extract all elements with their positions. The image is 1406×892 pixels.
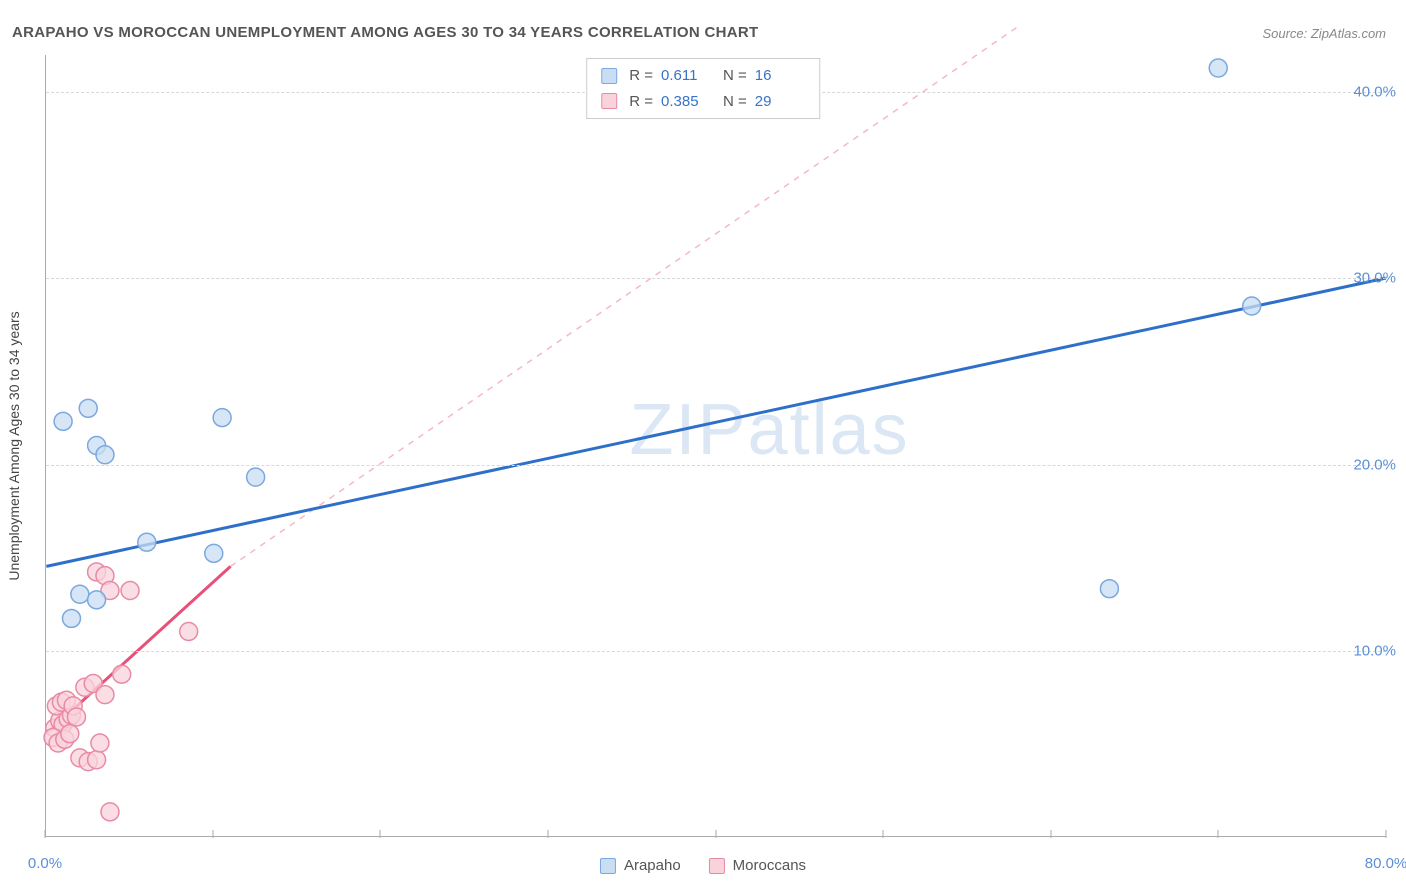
x-tick <box>380 830 381 838</box>
data-point <box>79 399 97 417</box>
y-tick-label: 20.0% <box>1353 456 1396 473</box>
x-tick-label: 0.0% <box>28 855 62 872</box>
chart-svg <box>46 55 1386 836</box>
data-point <box>1100 580 1118 598</box>
y-tick-label: 30.0% <box>1353 270 1396 287</box>
r-value: 0.385 <box>661 89 711 115</box>
trend-line <box>46 278 1385 566</box>
data-point <box>213 409 231 427</box>
legend-correlation: R = 0.611 N = 16 R = 0.385 N = 29 <box>586 58 820 119</box>
data-point <box>96 686 114 704</box>
data-point <box>88 591 106 609</box>
x-tick <box>547 830 548 838</box>
chart-title: ARAPAHO VS MOROCCAN UNEMPLOYMENT AMONG A… <box>12 24 758 41</box>
data-point <box>88 751 106 769</box>
legend-row: R = 0.385 N = 29 <box>601 89 805 115</box>
data-point <box>121 582 139 600</box>
data-point <box>54 412 72 430</box>
data-point <box>1243 297 1261 315</box>
r-value: 0.611 <box>661 63 711 89</box>
legend-label: Arapaho <box>624 857 681 874</box>
y-tick-label: 40.0% <box>1353 84 1396 101</box>
data-point <box>180 622 198 640</box>
data-point <box>61 725 79 743</box>
x-tick <box>715 830 716 838</box>
n-value: 29 <box>755 89 805 115</box>
r-label: R = <box>629 63 653 89</box>
data-point <box>247 468 265 486</box>
legend-row: R = 0.611 N = 16 <box>601 63 805 89</box>
data-point <box>205 544 223 562</box>
legend-series: Arapaho Moroccans <box>600 857 806 874</box>
legend-swatch-icon <box>601 68 617 84</box>
data-point <box>91 734 109 752</box>
data-point <box>68 708 86 726</box>
legend-swatch-icon <box>601 93 617 109</box>
x-tick <box>1050 830 1051 838</box>
legend-swatch-icon <box>600 858 616 874</box>
gridline <box>46 465 1386 466</box>
y-tick-label: 10.0% <box>1353 642 1396 659</box>
x-tick <box>1386 830 1387 838</box>
legend-label: Moroccans <box>733 857 806 874</box>
n-value: 16 <box>755 63 805 89</box>
legend-swatch-icon <box>709 858 725 874</box>
x-tick <box>883 830 884 838</box>
x-tick <box>45 830 46 838</box>
gridline <box>46 278 1386 279</box>
data-point <box>1209 59 1227 77</box>
r-label: R = <box>629 89 653 115</box>
n-label: N = <box>723 89 747 115</box>
plot-area: ZIPatlas <box>45 55 1386 837</box>
x-tick <box>1218 830 1219 838</box>
x-tick <box>212 830 213 838</box>
data-point <box>62 609 80 627</box>
source-label: Source: ZipAtlas.com <box>1262 26 1386 41</box>
data-point <box>138 533 156 551</box>
data-point <box>113 665 131 683</box>
n-label: N = <box>723 63 747 89</box>
legend-item: Arapaho <box>600 857 681 874</box>
legend-item: Moroccans <box>709 857 806 874</box>
gridline <box>46 651 1386 652</box>
data-point <box>71 585 89 603</box>
data-point <box>101 803 119 821</box>
y-axis-label: Unemployment Among Ages 30 to 34 years <box>6 311 22 580</box>
data-point <box>96 446 114 464</box>
x-tick-label: 80.0% <box>1365 855 1406 872</box>
